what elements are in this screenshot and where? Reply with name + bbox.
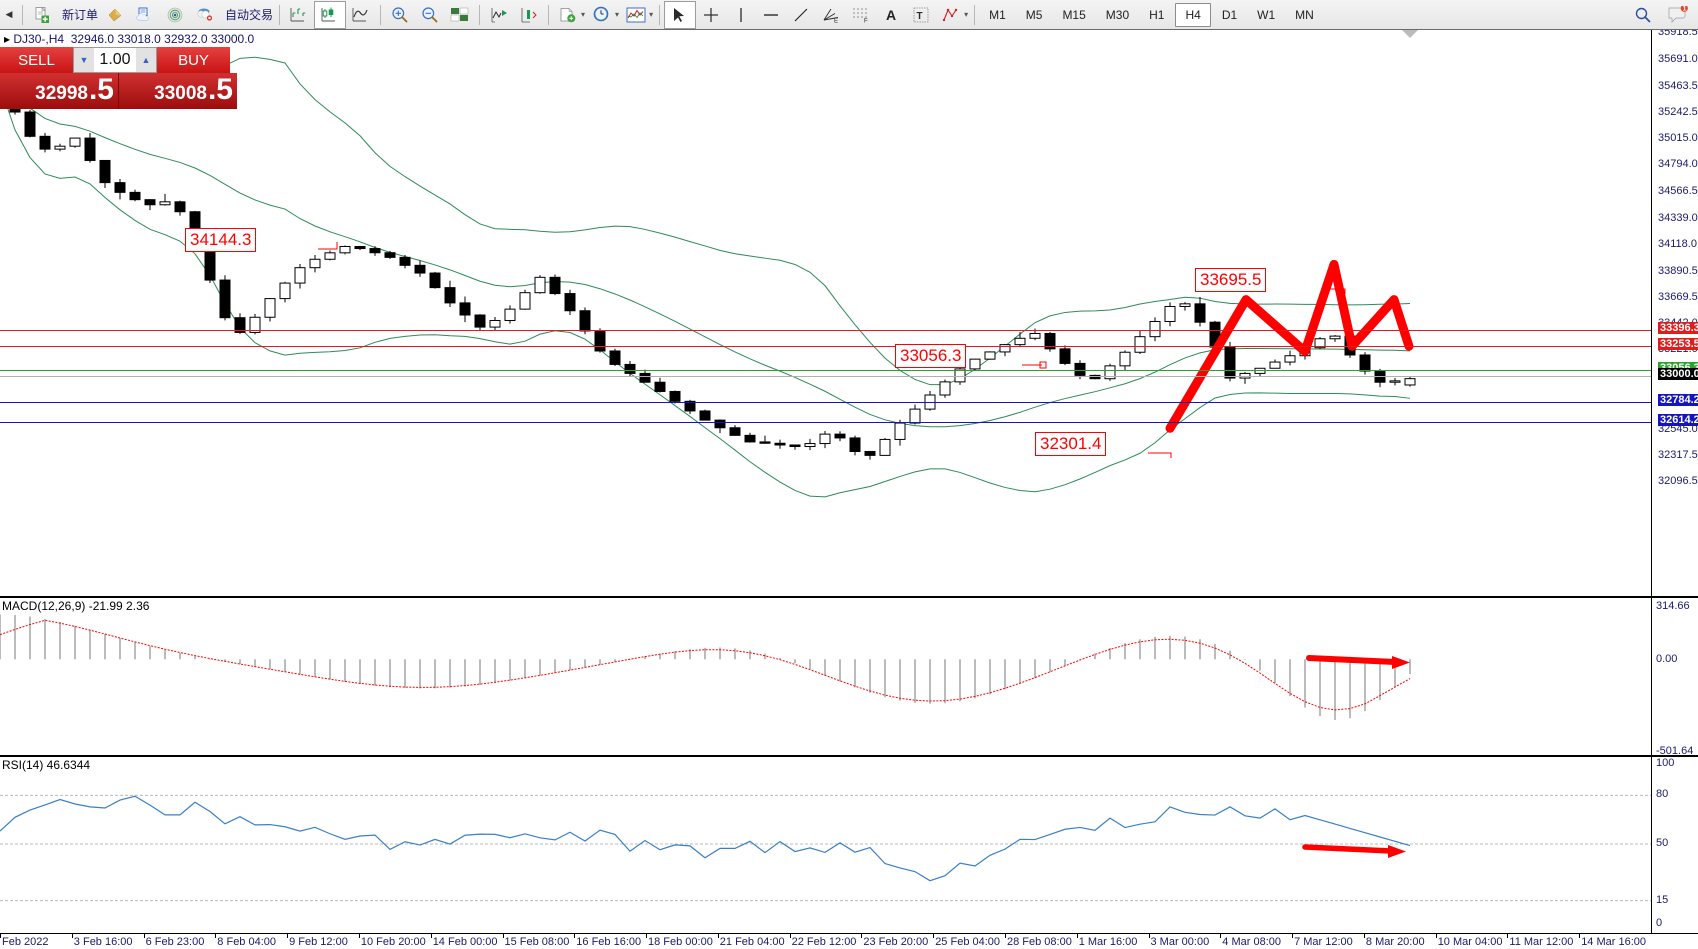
svg-text:T: T [917,11,923,22]
svg-text:1: 1 [1683,6,1687,13]
svg-text:F: F [864,18,868,23]
svg-text:E: E [834,18,838,23]
